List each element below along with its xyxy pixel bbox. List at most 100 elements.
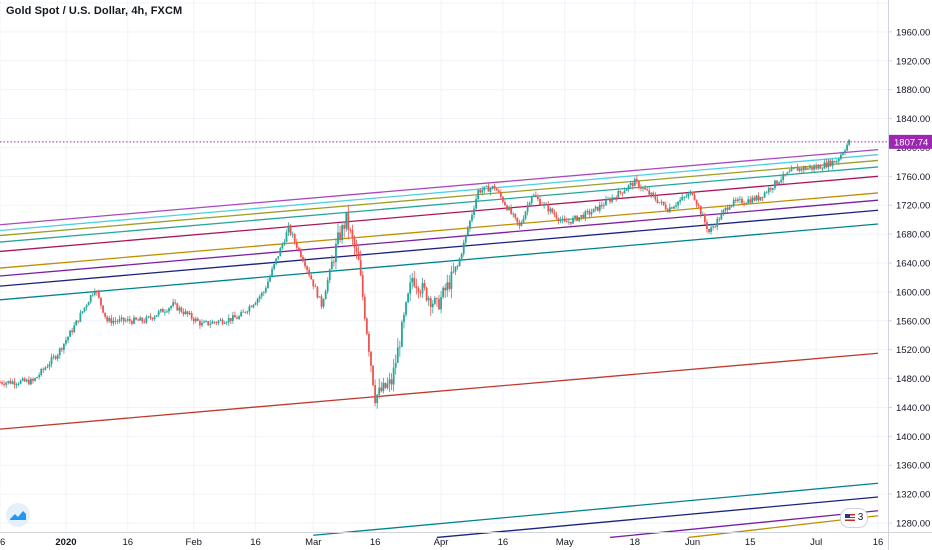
indicator-count: 3 bbox=[857, 512, 864, 523]
candle-body bbox=[813, 166, 816, 170]
candle-body bbox=[91, 294, 94, 296]
candle-body bbox=[712, 226, 715, 228]
candle-body bbox=[357, 251, 360, 261]
candle-body bbox=[512, 213, 515, 215]
candle-body bbox=[73, 325, 76, 333]
candle-body bbox=[145, 316, 148, 323]
candle-body bbox=[827, 160, 830, 168]
candle-body bbox=[539, 198, 541, 205]
candle-body bbox=[644, 187, 647, 190]
trend-line bbox=[0, 175, 879, 253]
candle-body bbox=[423, 283, 426, 288]
candle-body bbox=[706, 222, 708, 229]
candle-body bbox=[304, 261, 306, 267]
candle-body bbox=[609, 199, 611, 202]
time-tick-label: 16 bbox=[873, 537, 884, 548]
price-tick-label: 1600.00 bbox=[896, 287, 930, 298]
candles bbox=[0, 139, 851, 409]
candle-body bbox=[283, 242, 286, 245]
candle-body bbox=[122, 317, 125, 322]
price-tick-label: 1920.00 bbox=[896, 56, 930, 67]
candle-body bbox=[526, 205, 529, 212]
candle-body bbox=[681, 197, 684, 200]
candle-body bbox=[110, 318, 113, 324]
candle-body bbox=[491, 185, 494, 189]
candle-body bbox=[56, 355, 59, 359]
candle-body bbox=[798, 168, 801, 171]
candle-body bbox=[703, 214, 706, 223]
candle-body bbox=[823, 162, 826, 169]
time-tick-label: Apr bbox=[434, 537, 449, 548]
candle-body bbox=[699, 206, 702, 215]
price-tick-label: 1960.00 bbox=[896, 27, 930, 38]
grid-lines bbox=[0, 0, 888, 532]
candle-body bbox=[623, 191, 626, 194]
candle-body bbox=[203, 321, 205, 323]
candle-body bbox=[716, 218, 719, 227]
candle-body bbox=[582, 214, 585, 219]
trend-line bbox=[0, 209, 879, 287]
candle-body bbox=[621, 192, 624, 194]
candle-body bbox=[0, 382, 1, 383]
candle-body bbox=[324, 291, 327, 300]
price-tick-label: 1880.00 bbox=[896, 85, 930, 96]
candle-body bbox=[697, 204, 700, 207]
candle-body bbox=[67, 336, 69, 341]
candle-body bbox=[106, 316, 109, 322]
candle-body bbox=[751, 197, 754, 203]
candle-body bbox=[128, 319, 131, 322]
candle-body bbox=[578, 217, 581, 221]
candle-body bbox=[398, 346, 401, 348]
candle-body bbox=[244, 311, 247, 313]
candle-body bbox=[60, 348, 63, 350]
candle-body bbox=[374, 385, 377, 404]
candle-body bbox=[572, 218, 574, 224]
time-axis[interactable]: 16 2020 16 Feb 16 Mar 16 Apr 16 May 18 Jun 15 Jul 16 bbox=[0, 537, 883, 548]
candle-body bbox=[714, 226, 717, 228]
candle-body bbox=[194, 318, 197, 322]
candle-body bbox=[300, 249, 302, 257]
candle-body bbox=[170, 306, 172, 309]
candle-body bbox=[788, 171, 791, 173]
candle-body bbox=[345, 212, 348, 229]
candle-body bbox=[534, 195, 537, 198]
candle-body bbox=[487, 185, 490, 192]
candle-body bbox=[679, 199, 682, 202]
candle-body bbox=[174, 302, 177, 304]
candle-body bbox=[514, 213, 517, 218]
candle-body bbox=[771, 188, 774, 190]
candle-body bbox=[761, 196, 764, 198]
candle-body bbox=[454, 266, 457, 272]
indicator-badge[interactable]: 3 bbox=[840, 508, 869, 528]
candle-body bbox=[411, 277, 414, 283]
candle-body bbox=[675, 205, 677, 207]
candle-body bbox=[650, 192, 653, 195]
tradingview-logo-icon[interactable] bbox=[6, 503, 30, 527]
price-tick-label: 1840.00 bbox=[896, 114, 930, 125]
candle-body bbox=[576, 215, 578, 221]
candle-body bbox=[337, 232, 339, 244]
candle-body bbox=[143, 321, 146, 323]
last-price-label-bg bbox=[889, 134, 932, 149]
candle-body bbox=[685, 196, 688, 198]
candle-body bbox=[462, 242, 465, 254]
candle-body bbox=[363, 296, 366, 319]
candle-body bbox=[648, 190, 651, 195]
candle-body bbox=[83, 307, 86, 312]
candle-body bbox=[188, 313, 191, 315]
candle-body bbox=[638, 181, 640, 188]
candle-body bbox=[433, 297, 436, 304]
candle-body bbox=[708, 228, 710, 233]
candle-body bbox=[664, 204, 667, 210]
candle-body bbox=[54, 356, 57, 359]
time-tick-label: May bbox=[556, 537, 574, 548]
candle-body bbox=[530, 196, 533, 204]
candle-body bbox=[3, 383, 6, 385]
candle-body bbox=[483, 186, 486, 191]
candle-body bbox=[388, 379, 391, 384]
candle-body bbox=[52, 356, 55, 358]
candle-body bbox=[310, 275, 313, 280]
candle-body bbox=[5, 382, 8, 385]
price-axis[interactable]: 1280.00 1320.00 1360.00 1400.00 1440.00 1480.… bbox=[888, 27, 930, 530]
